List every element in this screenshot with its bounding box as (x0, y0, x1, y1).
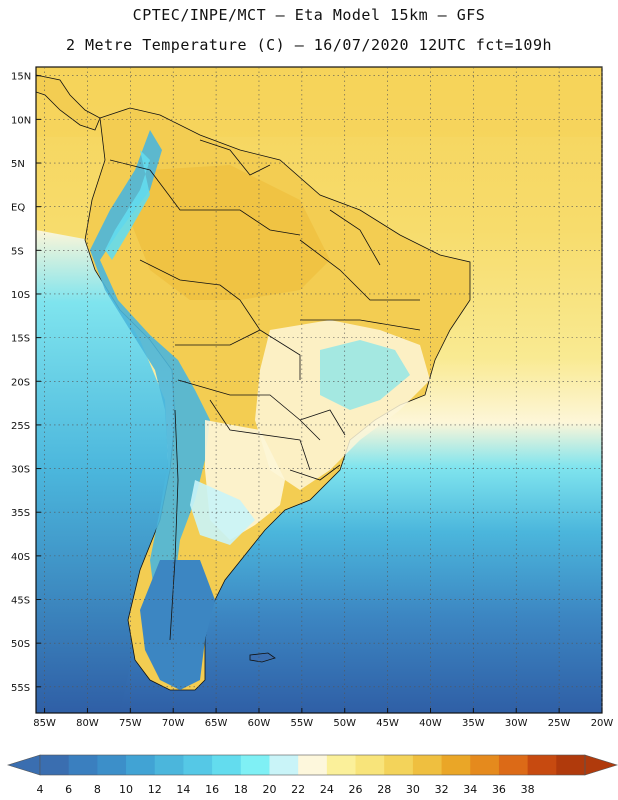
colorbar-swatch (384, 755, 414, 775)
colorbar-swatch (183, 755, 213, 775)
map-frame (35, 66, 603, 714)
colorbar-label: 8 (94, 783, 101, 796)
lon-label: 60W (248, 718, 271, 729)
lat-label: 5N (11, 159, 25, 170)
lon-label: 35W (462, 718, 485, 729)
central-argentina-cool (190, 480, 255, 545)
colorbar-label: 32 (435, 783, 449, 796)
longitude-labels: 85W 80W 75W 70W 65W 60W 55W 50W 45W 40W 35W 30W 25W 2… (33, 718, 613, 729)
lat-label: EQ (11, 203, 25, 214)
lon-label: 20W (591, 718, 614, 729)
lon-label: 55W (291, 718, 314, 729)
colorbar-overflow (584, 754, 618, 776)
lon-label: 25W (548, 718, 571, 729)
temperature-map: 15N 10N 5N EQ 5S 10S 15S 20S 25S 30S 35S 40S 45S 50S 5… (11, 66, 613, 729)
colorbar-label: 10 (119, 783, 133, 796)
northern-andes-cool (105, 150, 150, 260)
colorbar-swatch (326, 755, 357, 775)
colorbar-label: 18 (234, 783, 248, 796)
colorbar-swatch (527, 755, 557, 775)
patagonia-cold-area (140, 560, 215, 690)
lat-label: 50S (11, 639, 30, 650)
amazon-warm-area (130, 165, 330, 300)
latitude-labels: 15N 10N 5N EQ 5S 10S 15S 20S 25S 30S 35S 40S 45S 50S 5… (11, 72, 31, 694)
colorbar: 4 6 8 10 12 14 16 18 20 22 24 26 28 30 32 34 36 38 (6, 754, 618, 796)
graticule (36, 67, 603, 713)
colorbar-frame (39, 754, 586, 776)
colorbar-swatch (68, 755, 98, 775)
colorbar-swatch (126, 755, 156, 775)
colorbar-swatch (97, 755, 127, 775)
colorbar-label: 14 (176, 783, 190, 796)
colorbar-label: 26 (349, 783, 363, 796)
colorbar-label: 6 (65, 783, 72, 796)
lat-label: 20S (11, 377, 30, 388)
colorbar-swatch (154, 755, 184, 775)
colorbar-label: 38 (521, 783, 535, 796)
lon-label: 45W (376, 718, 399, 729)
lon-label: 65W (205, 718, 228, 729)
colorbar-swatch (412, 755, 443, 775)
colorbar-swatch (498, 755, 529, 775)
colorbar-label: 22 (291, 783, 305, 796)
lat-label: 25S (11, 421, 30, 432)
colorbar-label: 20 (262, 783, 276, 796)
colorbar-label: 16 (205, 783, 219, 796)
lon-label: 50W (333, 718, 356, 729)
lon-label: 40W (419, 718, 442, 729)
colorbar-underflow (6, 754, 41, 776)
colorbar-label: 4 (37, 783, 44, 796)
colorbar-label: 28 (377, 783, 391, 796)
title-line-1: CPTEC/INPE/MCT – Eta Model 15km – GFS (132, 6, 486, 24)
lat-label: 15N (11, 72, 31, 83)
colorbar-label: 36 (492, 783, 506, 796)
lat-label: 55S (11, 683, 30, 694)
central-america-land (36, 74, 101, 131)
lon-label: 80W (76, 718, 99, 729)
falkland-islands (249, 652, 276, 663)
lon-label: 75W (119, 718, 142, 729)
lat-label: 35S (11, 508, 30, 519)
colorbar-swatch (470, 755, 500, 775)
lat-label: 15S (11, 334, 30, 345)
lon-label: 85W (33, 718, 56, 729)
colorbar-swatch (269, 755, 299, 775)
colorbar-swatch (355, 755, 385, 775)
colorbar-label: 24 (320, 783, 334, 796)
lat-label: 10S (11, 290, 30, 301)
lat-label: 40S (11, 552, 30, 563)
lon-label: 30W (505, 718, 528, 729)
colorbar-label: 12 (148, 783, 162, 796)
lat-label: 30S (11, 465, 30, 476)
lon-label: 70W (162, 718, 185, 729)
colorbar-swatch (298, 755, 328, 775)
colorbar-label: 34 (463, 783, 477, 796)
lat-label: 5S (11, 246, 24, 257)
lat-label: 45S (11, 596, 30, 607)
colorbar-swatch (441, 755, 471, 775)
colorbar-swatch (556, 755, 586, 775)
title-line-2: 2 Metre Temperature (C) – 16/07/2020 12U… (65, 36, 553, 54)
colorbar-label: 30 (406, 783, 420, 796)
country-borders (109, 139, 421, 641)
colorbar-swatch (212, 755, 242, 775)
colorbar-swatch (240, 755, 270, 775)
colorbar-swatch (40, 755, 70, 775)
lat-label: 10N (11, 115, 31, 126)
